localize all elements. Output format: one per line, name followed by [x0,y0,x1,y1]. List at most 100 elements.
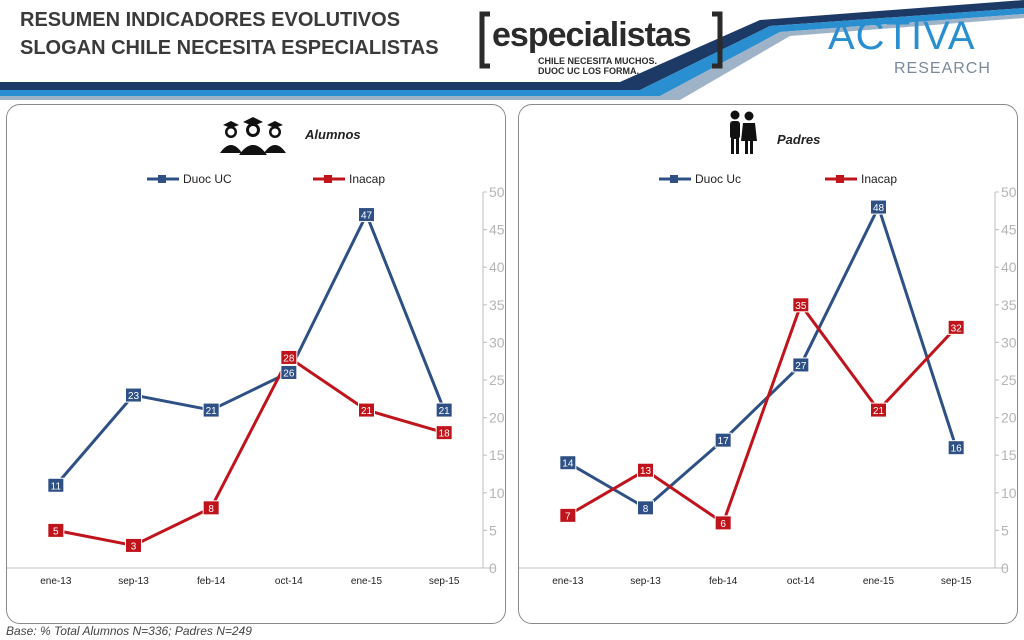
y-tick-label: 30 [1001,334,1017,350]
y-tick-label: 0 [489,560,497,576]
data-label: 28 [283,353,295,364]
data-label: 16 [951,444,963,455]
data-point [870,402,887,418]
data-label: 21 [439,406,451,417]
legend-entry: Duoc Uc [659,172,741,186]
data-label: 27 [795,361,807,372]
x-tick-label: ene-13 [552,576,584,587]
padres-chart-panel: Padres 0 5 10 15 20 25 30 35 40 45 50 ene-13 sep-13 f… [518,104,1018,624]
alumnos-chart-title: Alumnos [305,127,361,142]
page-title: RESUMEN INDICADORES EVOLUTIVOS SLOGAN CH… [20,6,439,62]
data-point [714,432,732,448]
data-point [870,199,887,215]
alumnos-chart-panel: Alumnos 0 5 10 15 20 25 30 35 40 45 50 ene-13 sep-13… [6,104,506,624]
y-tick-label: 40 [489,259,505,275]
y-tick-label: 35 [1001,297,1017,313]
especialistas-logo: especialistas CHILE NECESITA MUCHOS. DUO… [478,10,728,76]
x-tick-label: ene-13 [40,576,72,587]
y-tick-label: 0 [1001,560,1009,576]
page-title-line2: SLOGAN CHILE NECESITA ESPECIALISTAS [20,37,439,59]
padres-chart-title: Padres [777,132,821,147]
padres-line-chart: 0 5 10 15 20 25 30 35 40 45 50 ene-13 sep-13 feb-14 oc… [519,172,1017,587]
y-tick-label: 15 [489,447,505,463]
y-tick-label: 10 [1001,485,1017,501]
data-label: 3 [131,541,137,552]
y-tick-label: 20 [489,410,505,426]
y-tick-label: 45 [489,222,505,238]
y-tick-label: 5 [489,522,497,538]
data-point [792,357,810,373]
logo-slogan-line2: DUOC UC LOS FORMA. [538,66,639,76]
y-tick-label: 15 [1001,447,1017,463]
y-tick-label: 5 [1001,522,1009,538]
legend-entry: Inacap [825,172,897,186]
x-tick-label: feb-14 [197,576,226,587]
x-tick-label: sep-13 [118,576,149,587]
y-tick-label: 25 [1001,372,1017,388]
legend-entry: Duoc UC [147,172,232,186]
x-tick-label: sep-15 [429,576,460,587]
data-point [358,207,375,223]
page-title-line1: RESUMEN INDICADORES EVOLUTIVOS [20,9,401,31]
data-point [435,425,453,441]
data-label: 17 [718,436,730,447]
data-point [280,349,298,365]
legend-swatch-marker [836,175,844,183]
y-tick-label: 30 [489,334,505,350]
legend-swatch-marker [158,175,166,183]
data-label: 13 [640,466,652,477]
logo-slogan: CHILE NECESITA MUCHOS. DUOC UC LOS FORMA… [538,56,657,76]
data-label: 21 [873,406,885,417]
data-label: 32 [951,323,963,334]
logo-word: especialistas [492,16,692,54]
x-tick-label: oct-14 [275,576,303,587]
data-label: 14 [562,459,574,470]
legend-label: Duoc Uc [695,172,741,186]
data-label: 26 [283,368,295,379]
data-label: 21 [206,406,218,417]
data-point [47,522,65,538]
x-tick-label: sep-15 [941,576,972,587]
data-point [792,297,810,313]
data-label: 7 [565,511,571,522]
logo-brackets [479,11,723,69]
data-label: 18 [439,429,451,440]
legend-entry: Inacap [313,172,385,186]
y-tick-label: 50 [489,184,505,200]
data-label: 11 [51,481,62,492]
legend-label: Inacap [861,172,897,186]
activa-logo-word: ACTIVA [828,14,976,58]
series-line-inacap [567,303,958,525]
data-point [559,507,577,523]
x-tick-label: oct-14 [787,576,815,587]
y-tick-label: 40 [1001,259,1017,275]
series-line-duoc [54,213,446,487]
students-icon [220,117,286,155]
y-tick-label: 45 [1001,222,1017,238]
data-point [202,402,220,418]
data-point [637,500,654,516]
data-point [280,364,298,380]
legend-swatch-marker [324,175,332,183]
x-tick-label: ene-15 [351,576,383,587]
y-tick-label: 10 [489,485,505,501]
x-tick-label: ene-15 [863,576,895,587]
legend-label: Duoc UC [183,172,232,186]
data-point [125,537,142,553]
data-point [947,440,965,456]
series-line-inacap [55,355,445,547]
base-footnote: Base: % Total Alumnos N=336; Padres N=24… [6,624,252,638]
legend-label: Inacap [349,172,385,186]
activa-logo-sub: RESEARCH [894,60,991,77]
parents-icon [730,110,757,154]
data-label: 23 [128,391,140,402]
data-point [714,515,732,531]
header-band [0,0,1024,100]
data-point [637,462,654,478]
logo-slogan-line1: CHILE NECESITA MUCHOS. [538,56,658,66]
data-point [202,500,220,516]
data-label: 21 [361,406,373,417]
x-tick-label: sep-13 [630,576,661,587]
data-label: 6 [720,519,726,530]
